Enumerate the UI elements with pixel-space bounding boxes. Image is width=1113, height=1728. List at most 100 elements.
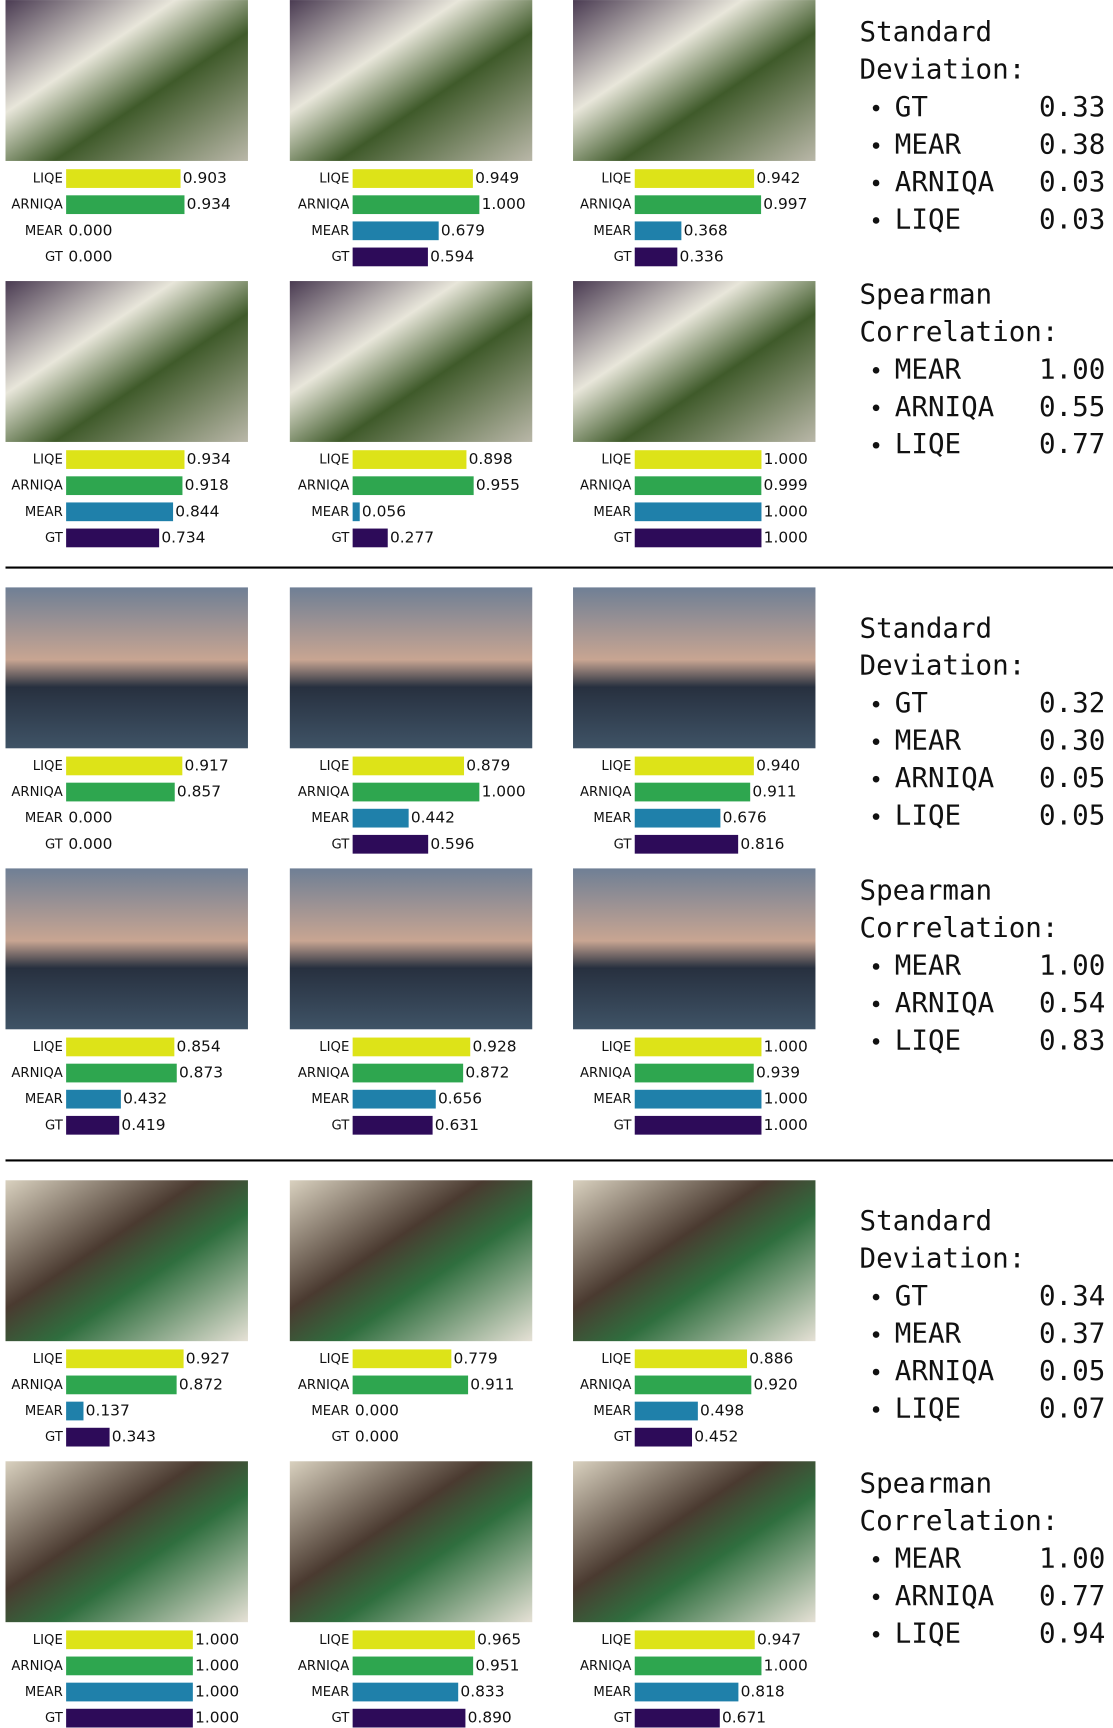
value-label: 0.949 [475,169,519,187]
photo [289,587,533,749]
stat-name: MEAR [895,1542,962,1574]
stat-title: Correlation: [860,1505,1059,1537]
bar-label: GT [45,1118,64,1133]
bar [66,450,185,469]
bar-label: LIQE [33,172,63,187]
photo [289,0,533,161]
bar-label: ARNIQA [580,198,631,213]
value-label: 0.833 [460,1683,504,1701]
photo [573,868,816,1030]
stat-name: ARNIQA [895,166,995,198]
bar [66,782,175,802]
bar [352,1037,471,1057]
bar [66,1682,193,1702]
stat-title: Correlation: [860,316,1059,348]
bar-label: GT [331,1430,350,1445]
stat-title: Spearman [860,1467,993,1499]
bar-label: MEAR [25,224,63,239]
bar [66,502,174,522]
photo [289,868,533,1030]
stat-title: Standard [860,612,993,644]
value-label: 0.918 [185,476,229,494]
stat-value: 1.00 [1039,1542,1105,1574]
value-label: 1.000 [195,1630,239,1648]
bar-label: LIQE [33,1633,63,1648]
stat-name: LIQE [895,800,961,832]
bullet [872,179,880,187]
bar-label: ARNIQA [580,1066,631,1081]
bullet [872,813,880,820]
bar [66,1037,175,1057]
bar-label: LIQE [601,1352,631,1367]
bar [66,1063,177,1083]
bar [352,247,428,267]
bar-label: ARNIQA [298,1659,349,1674]
bullet [872,1331,880,1338]
bar-label: MEAR [25,1092,63,1107]
bar [352,1115,433,1135]
bar [352,528,388,548]
bullet [872,104,880,112]
photo [5,1461,248,1623]
stat-name: ARNIQA [895,762,995,794]
bar-label: ARNIQA [298,1066,349,1081]
bullet [872,700,880,708]
value-label: 0.671 [722,1709,766,1727]
value-label: 0.818 [741,1683,785,1701]
bar-label: MEAR [593,811,631,826]
value-label: 0.920 [754,1375,798,1393]
bar [634,450,762,469]
bar-label: GT [614,1711,633,1726]
value-label: 0.999 [764,476,808,494]
bar [66,1375,177,1395]
bar-label: MEAR [593,505,631,520]
stat-name: ARNIQA [895,1355,995,1387]
stat-name: GT [895,91,928,123]
value-label: 0.000 [68,221,112,239]
bar-label: LIQE [319,172,349,187]
bar-label: GT [331,837,350,852]
value-label: 0.934 [187,195,231,213]
value-label: 0.442 [411,809,455,827]
bullet [872,367,880,374]
value-label: 0.137 [86,1402,130,1420]
bar [352,1063,464,1083]
bar-label: ARNIQA [580,1659,631,1674]
bar [634,756,754,776]
value-label: 0.000 [355,1428,399,1446]
value-label: 0.000 [68,247,112,265]
bar [66,1656,193,1676]
value-label: 1.000 [764,1116,808,1134]
bar-label: ARNIQA [298,785,349,800]
stat-name: ARNIQA [895,1580,995,1612]
bullet [872,404,880,412]
bar [634,1115,762,1135]
bar-label: LIQE [601,453,631,468]
stat-title: Deviation: [860,1243,1026,1275]
value-label: 0.939 [756,1064,800,1082]
stat-value: 0.05 [1039,800,1105,832]
stat-value: 0.77 [1039,428,1105,460]
bar [66,1089,121,1109]
bar-label: LIQE [319,1040,349,1055]
bar-label: LIQE [601,1040,631,1055]
value-label: 0.927 [186,1349,230,1367]
stat-value: 0.07 [1039,1392,1105,1424]
bar [352,808,409,828]
bar [352,195,480,215]
bar [66,1349,184,1369]
bar [352,1349,452,1369]
value-label: 0.432 [123,1090,167,1108]
bar-label: MEAR [25,505,63,520]
bar-label: ARNIQA [11,1066,62,1081]
value-label: 0.873 [179,1064,223,1082]
bar [352,476,474,496]
value-label: 0.498 [700,1402,744,1420]
value-label: 0.872 [179,1375,223,1393]
bar-label: GT [45,531,64,546]
photo [573,587,816,749]
stat-title: Correlation: [860,912,1059,944]
bar-label: MEAR [311,1404,349,1419]
bar-label: MEAR [25,811,63,826]
value-label: 0.955 [476,476,520,494]
